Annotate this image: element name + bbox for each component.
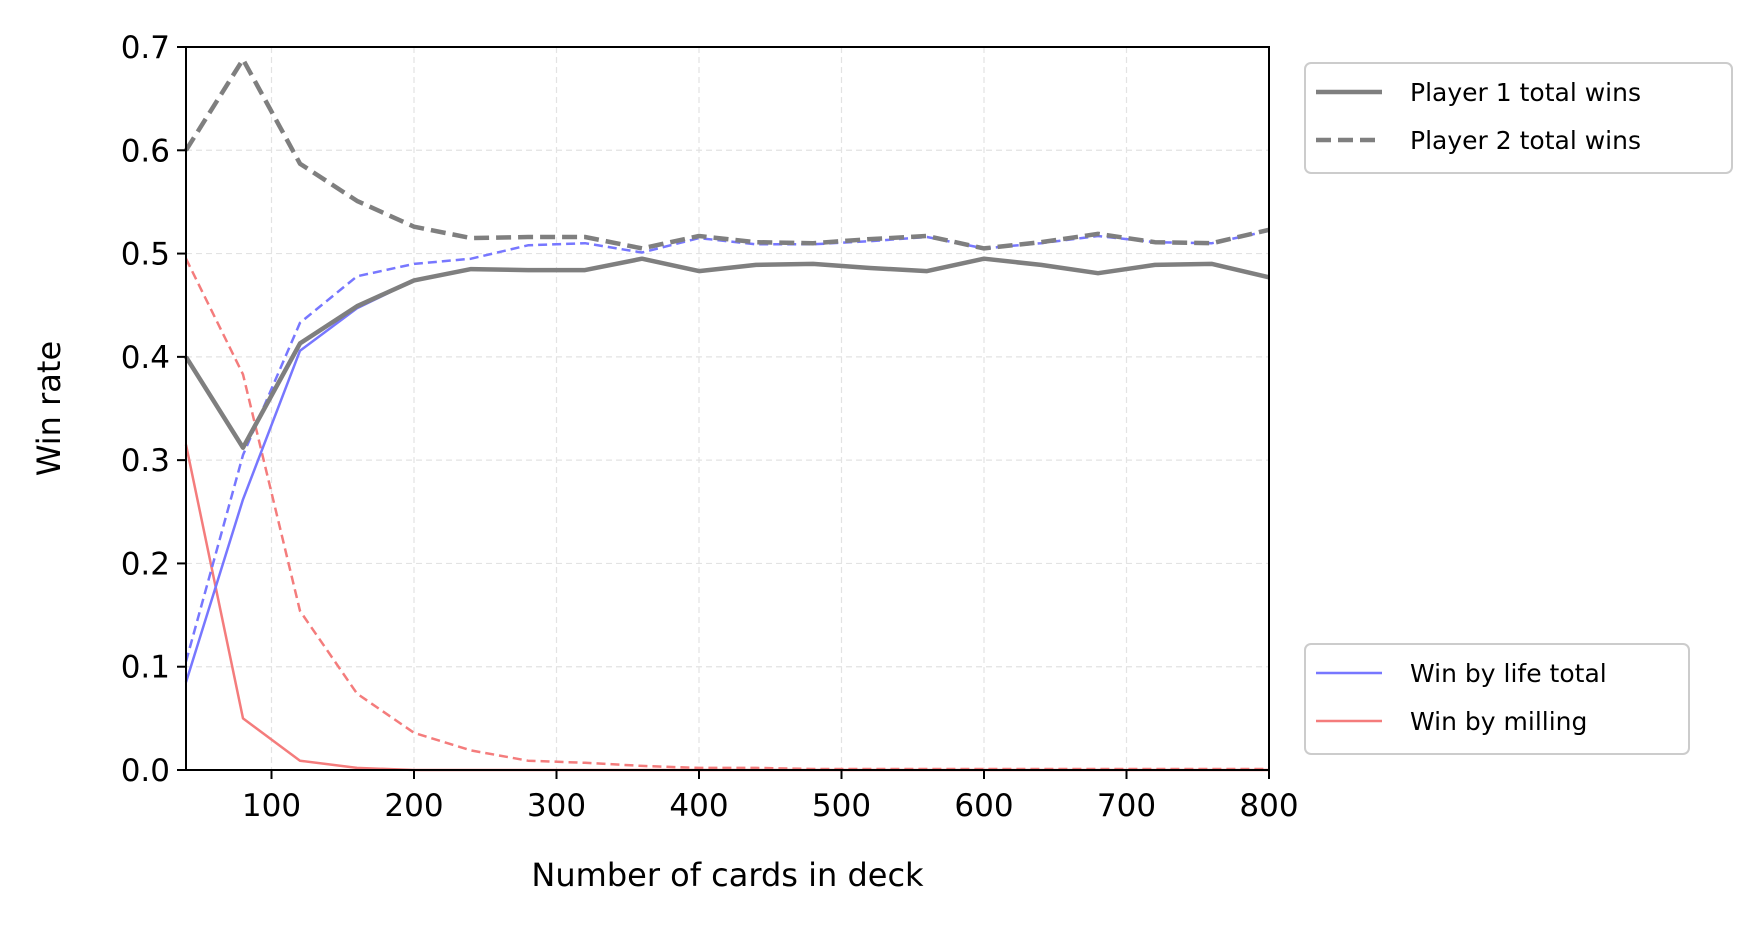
legend-outside-top-right: Player 1 total wins Player 2 total wins: [1304, 62, 1733, 174]
x-tick-label: 400: [669, 788, 728, 824]
legend-label: Player 1 total wins: [1410, 78, 1641, 107]
y-tick-label: 0.3: [121, 443, 170, 479]
legend-box: [1304, 643, 1690, 755]
y-axis-label: Win rate: [30, 341, 68, 476]
x-tick-label: 200: [384, 788, 443, 824]
x-tick-label: 500: [812, 788, 871, 824]
series-line-p2_mill: [184, 258, 1269, 771]
axis-ticks: 100 200 300 400 500 600 700 800 0.0 0.1 0.2 0.3 0.4 0…: [121, 30, 1299, 824]
series-line-p2_total: [184, 57, 1270, 251]
legends: Player 1 total wins Player 2 total wins Wi…: [1304, 62, 1733, 755]
y-tick-label: 0.5: [121, 237, 170, 273]
plot-frame: [185, 46, 1270, 771]
x-tick-label: 700: [1097, 788, 1156, 824]
y-tick-label: 0.1: [121, 650, 170, 686]
x-axis-label: Number of cards in deck: [531, 856, 924, 894]
legend-outside-bottom-right: Win by life total Win by milling: [1304, 643, 1690, 755]
x-tick-label: 800: [1239, 788, 1298, 824]
y-tick-label: 0.7: [121, 30, 170, 66]
y-tick-label: 0.2: [121, 546, 170, 582]
grid: [186, 46, 1270, 771]
series-line-p2_life: [184, 229, 1270, 662]
legend-label: Win by milling: [1410, 707, 1587, 736]
y-tick-label: 0.6: [121, 133, 170, 169]
series-line-p1_life: [184, 257, 1270, 683]
y-tick-label: 0.0: [121, 753, 170, 789]
y-tick-label: 0.4: [121, 340, 170, 376]
series-line-p1_mill: [184, 444, 1269, 772]
x-tick-label: 300: [527, 788, 586, 824]
series-lines: [184, 57, 1270, 772]
legend-label: Player 2 total wins: [1410, 126, 1641, 155]
x-tick-label: 600: [954, 788, 1013, 824]
legend-box: [1304, 62, 1733, 174]
legend-label: Win by life total: [1410, 659, 1607, 688]
x-tick-label: 100: [242, 788, 301, 824]
series-line-p1_total: [184, 256, 1270, 450]
